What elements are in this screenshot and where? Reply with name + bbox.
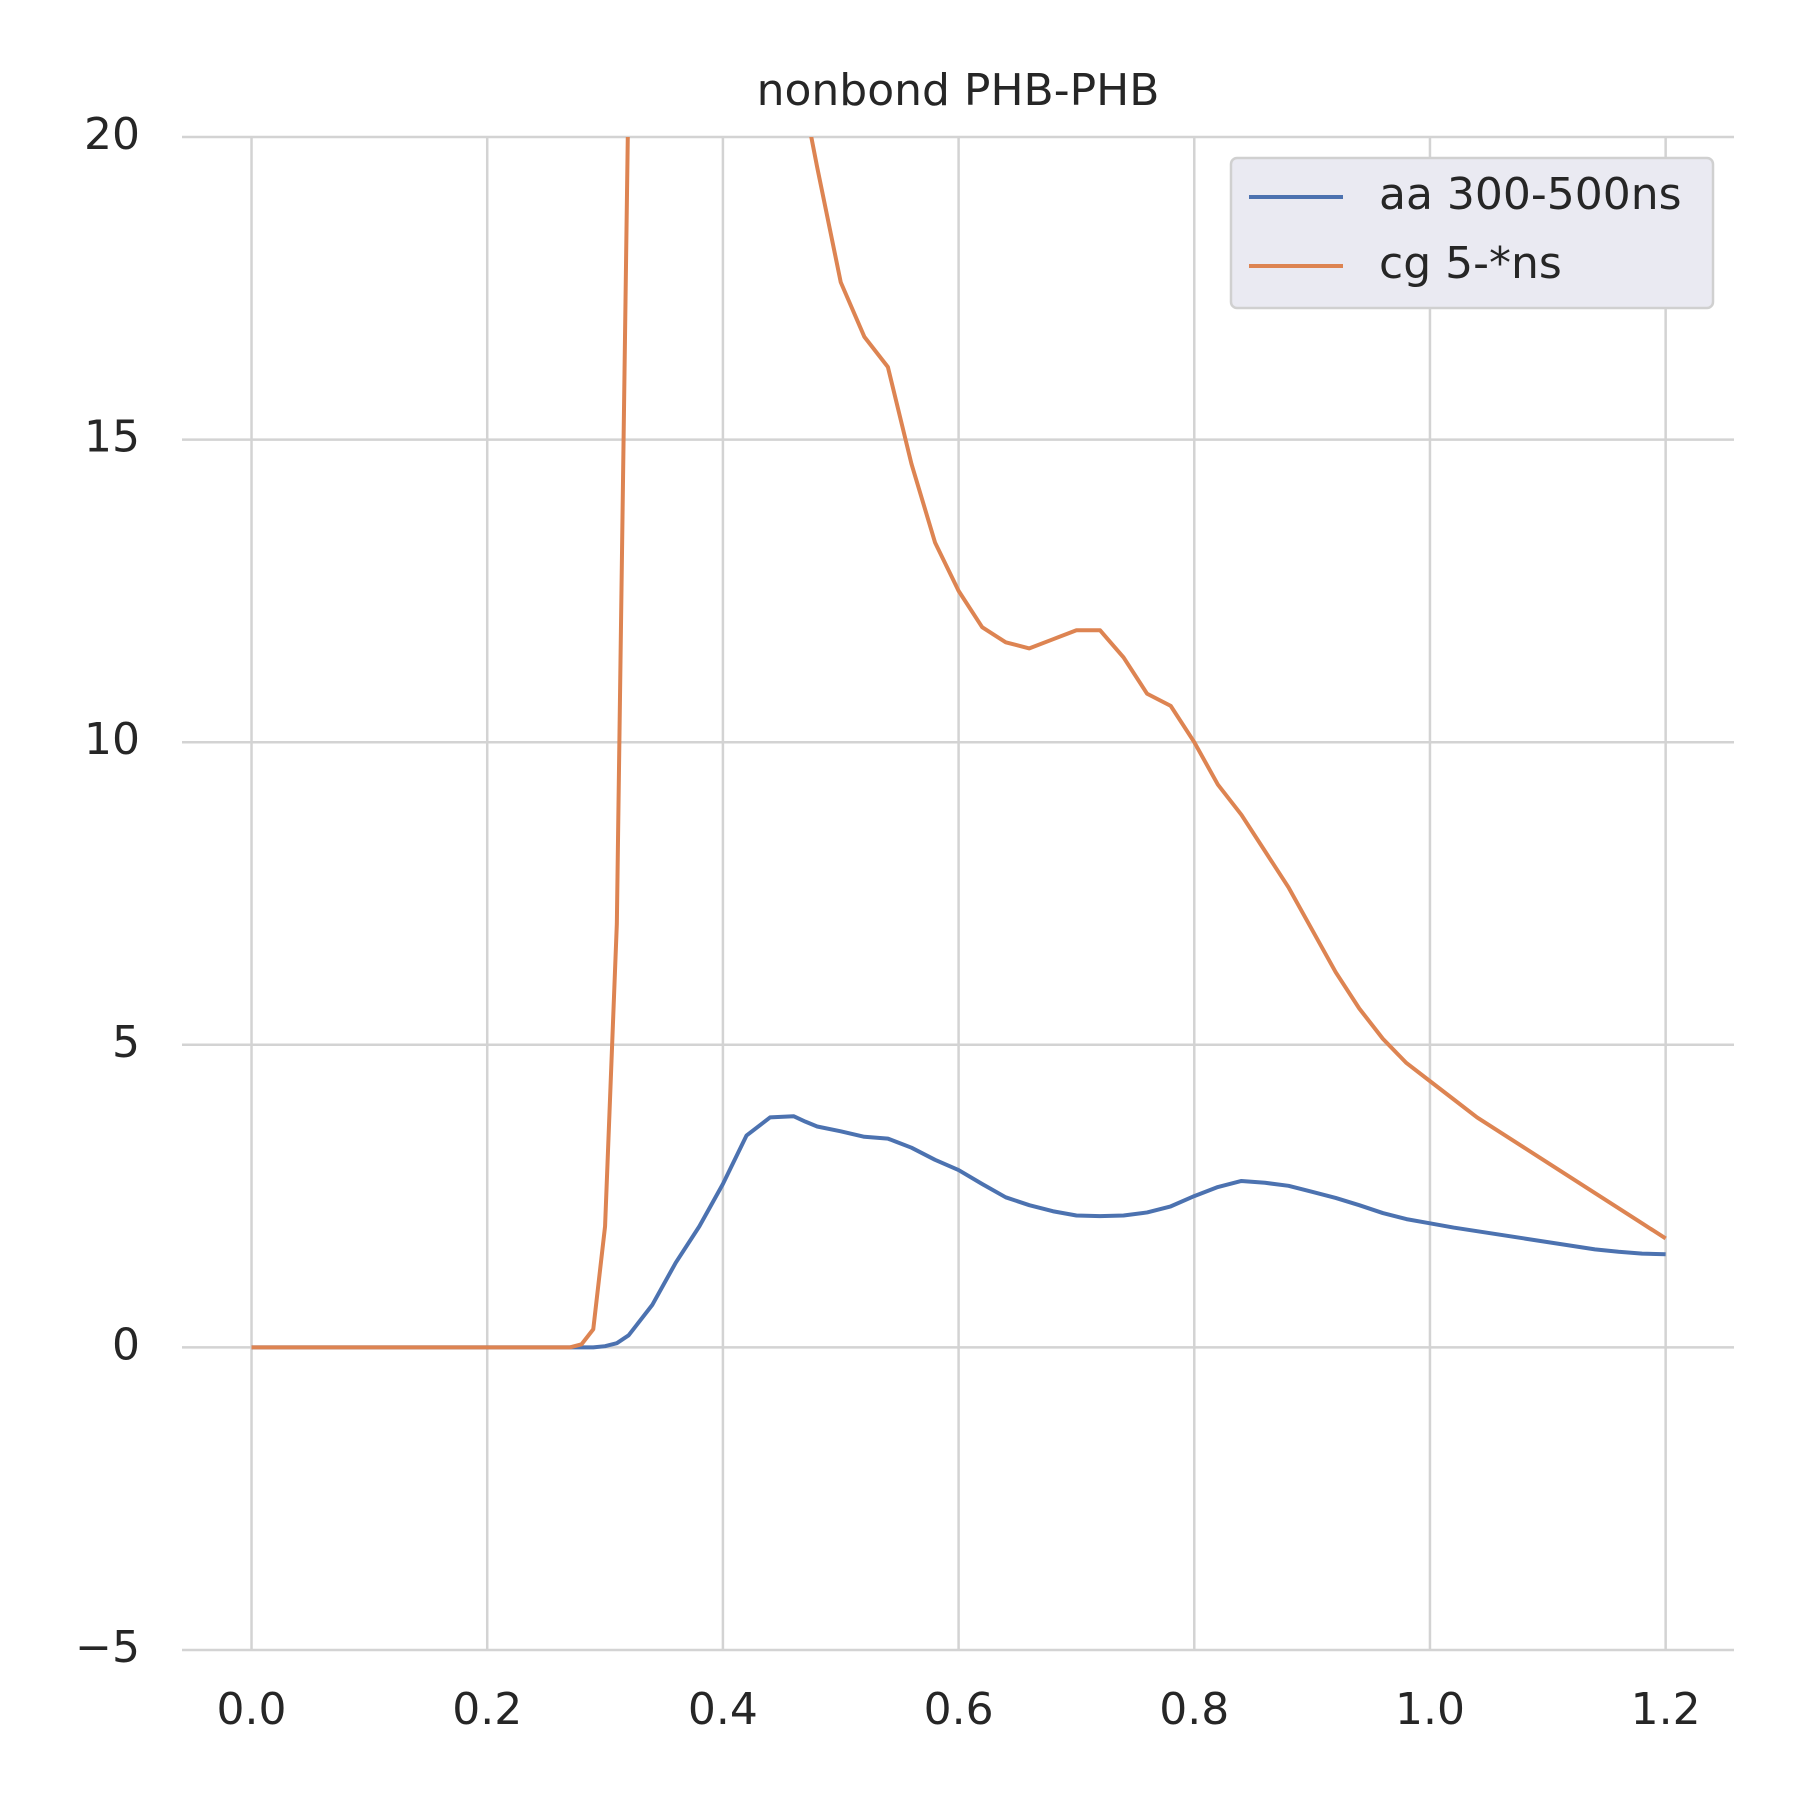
y-tick-label: 0 (112, 1319, 140, 1370)
legend-label: cg 5-*ns (1379, 238, 1562, 289)
x-tick-label: 0.6 (924, 1684, 994, 1735)
plot-area (251, 137, 1667, 1350)
x-tick-label: 0.2 (452, 1684, 522, 1735)
y-tick-label: 20 (84, 109, 140, 160)
x-tick-label: 1.2 (1631, 1684, 1701, 1735)
legend-label: aa 300-500ns (1379, 169, 1682, 220)
x-tick-label: 0.4 (688, 1684, 758, 1735)
legend-box (1229, 156, 1715, 310)
series-line (251, 137, 1667, 1350)
x-tick-label: 0.8 (1159, 1684, 1229, 1735)
y-tick-label: 10 (84, 714, 140, 765)
y-tick-label: −5 (75, 1622, 140, 1673)
grid (182, 135, 1734, 1652)
y-tick-label: 5 (112, 1017, 140, 1068)
x-tick-label: 1.0 (1395, 1684, 1465, 1735)
chart-title: nonbond PHB-PHB (757, 65, 1160, 116)
y-tick-label: 15 (84, 412, 140, 463)
labels: −5 0 5 10 15 20 0.0 0.2 0.4 0.6 0.8 1.0 1.2 aa 300-50… (75, 109, 1715, 1735)
x-tick-label: 0.0 (217, 1684, 287, 1735)
